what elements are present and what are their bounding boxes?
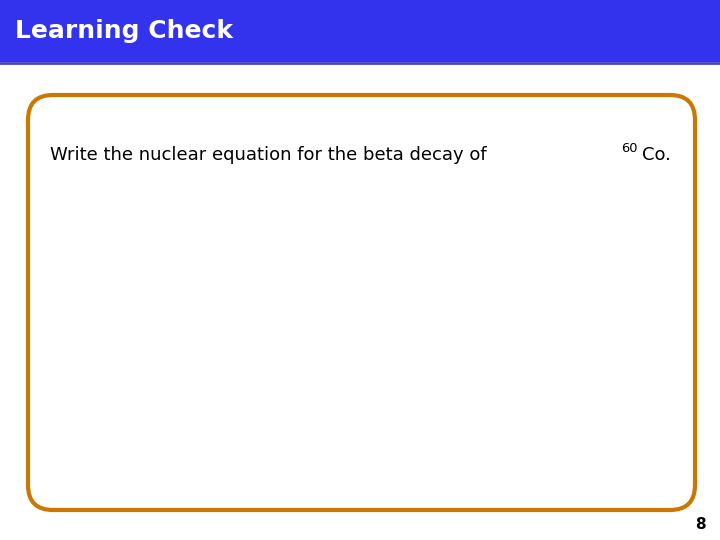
Text: 8: 8 (696, 517, 706, 532)
Text: Write the nuclear equation for the beta decay of: Write the nuclear equation for the beta … (50, 146, 492, 164)
Text: Learning Check: Learning Check (15, 19, 233, 43)
Text: Co.: Co. (642, 146, 671, 164)
FancyBboxPatch shape (28, 95, 695, 510)
Bar (0, 0, 720, 62)
Text: 60: 60 (621, 142, 637, 155)
